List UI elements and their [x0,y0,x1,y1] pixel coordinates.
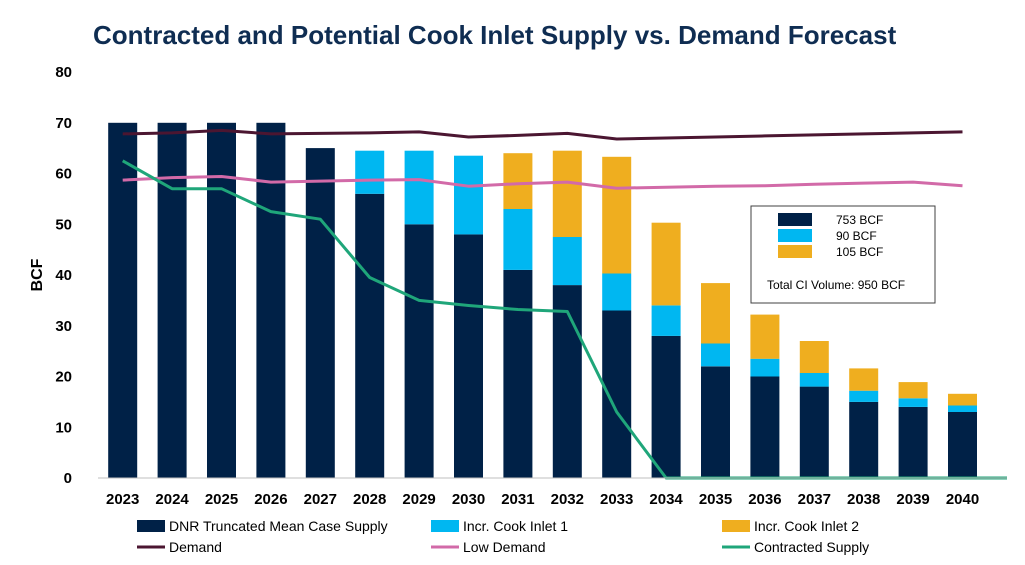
bar-segment [750,358,780,377]
volume-legend-swatch [778,245,812,258]
bar-segment [355,150,385,194]
bar-segment [701,343,730,367]
legend-label: Incr. Cook Inlet 2 [754,518,859,534]
x-tick-label: 2036 [748,491,781,508]
y-tick-label: 80 [55,64,72,81]
bar-segment [750,314,780,359]
bar-segment [552,236,582,286]
bar-segment [849,401,879,478]
volume-legend-label: 753 BCF [836,213,883,227]
x-tick-label: 2029 [402,491,435,508]
volume-legend-label: 105 BCF [836,245,883,259]
bar-segment [404,224,434,479]
y-tick-label: 60 [55,166,72,183]
legend: DNR Truncated Mean Case Supply Incr. Cook… [137,518,869,555]
volume-legend-label: 90 BCF [836,229,877,243]
legend-label: Incr. Cook Inlet 1 [463,518,568,534]
legend-label: Contracted Supply [754,539,869,555]
bar-segment [799,386,829,478]
bar-segment [503,209,533,270]
volume-legend-swatch [778,229,812,242]
bar-segment [552,285,582,478]
legend-label: Low Demand [463,539,546,555]
x-tick-label: 2025 [205,491,238,508]
x-tick-label: 2026 [254,491,287,508]
bar-segment [799,341,829,373]
bar-segment [849,390,879,402]
legend-label: DNR Truncated Mean Case Supply [169,518,388,534]
volume-legend-swatch [778,213,812,226]
bar-segment [948,405,977,412]
x-tick-label: 2023 [106,491,139,508]
x-tick-label: 2024 [155,491,189,508]
y-tick-label: 70 [55,115,72,132]
x-ticks: 2023 2024 2025 2026 2027 2028 2029 2030 2031 2032… [106,491,979,508]
bar-segment [651,222,681,306]
x-tick-label: 2031 [501,491,534,508]
x-tick-label: 2035 [699,491,732,508]
total-volume-label: Total CI Volume: 950 BCF [767,278,905,292]
bar-segment [701,366,730,478]
legend-swatch [137,520,165,532]
legend-swatch [431,520,459,532]
y-tick-label: 20 [55,369,72,386]
bar-segment [602,156,632,274]
chart-title: Contracted and Potential Cook Inlet Supp… [93,20,897,50]
bar-segment [503,153,533,209]
bar-segment [305,148,335,478]
bar-segment [898,398,928,407]
y-axis-label: BCF [29,258,46,291]
y-tick-label: 30 [55,318,72,335]
bar-segment [108,122,138,479]
bar-segment [799,372,829,387]
x-tick-label: 2037 [798,491,831,508]
x-tick-label: 2040 [946,491,979,508]
x-tick-label: 2038 [847,491,880,508]
bar-segment [207,122,236,479]
y-tick-label: 10 [55,419,72,436]
bar-segment [602,273,632,311]
bar-segment [750,376,780,478]
bar-segment [651,305,681,336]
x-tick-label: 2027 [304,491,337,508]
bar-segment [898,382,928,399]
x-tick-label: 2032 [551,491,584,508]
y-tick-label: 0 [64,470,72,487]
line-low-demand [122,175,963,190]
bar-segment [552,150,582,237]
volume-legend-box: 753 BCF 90 BCF 105 BCF Total CI Volume: 950… [750,205,936,304]
bar-segment [454,155,483,235]
bars [108,122,977,479]
bar-segment [898,406,928,478]
bar-segment [355,193,385,479]
legend-label: Demand [169,539,222,555]
y-tick-label: 40 [55,267,72,284]
x-tick-label: 2028 [353,491,386,508]
bar-segment [651,335,681,478]
x-tick-label: 2034 [649,491,683,508]
line-demand [122,128,963,141]
x-tick-label: 2033 [600,491,633,508]
bar-segment [503,269,533,478]
bar-segment [454,234,483,478]
bar-segment [404,150,434,225]
bar-segment [256,122,286,479]
y-ticks: 0 10 20 30 40 50 60 70 80 [55,64,72,487]
x-tick-label: 2030 [452,491,485,508]
bar-segment [701,283,730,344]
legend-swatch [722,520,750,532]
bar-segment [948,393,977,406]
x-tick-label: 2039 [896,491,929,508]
bar-segment [948,412,977,478]
bar-segment [849,368,879,391]
y-tick-label: 50 [55,216,72,233]
